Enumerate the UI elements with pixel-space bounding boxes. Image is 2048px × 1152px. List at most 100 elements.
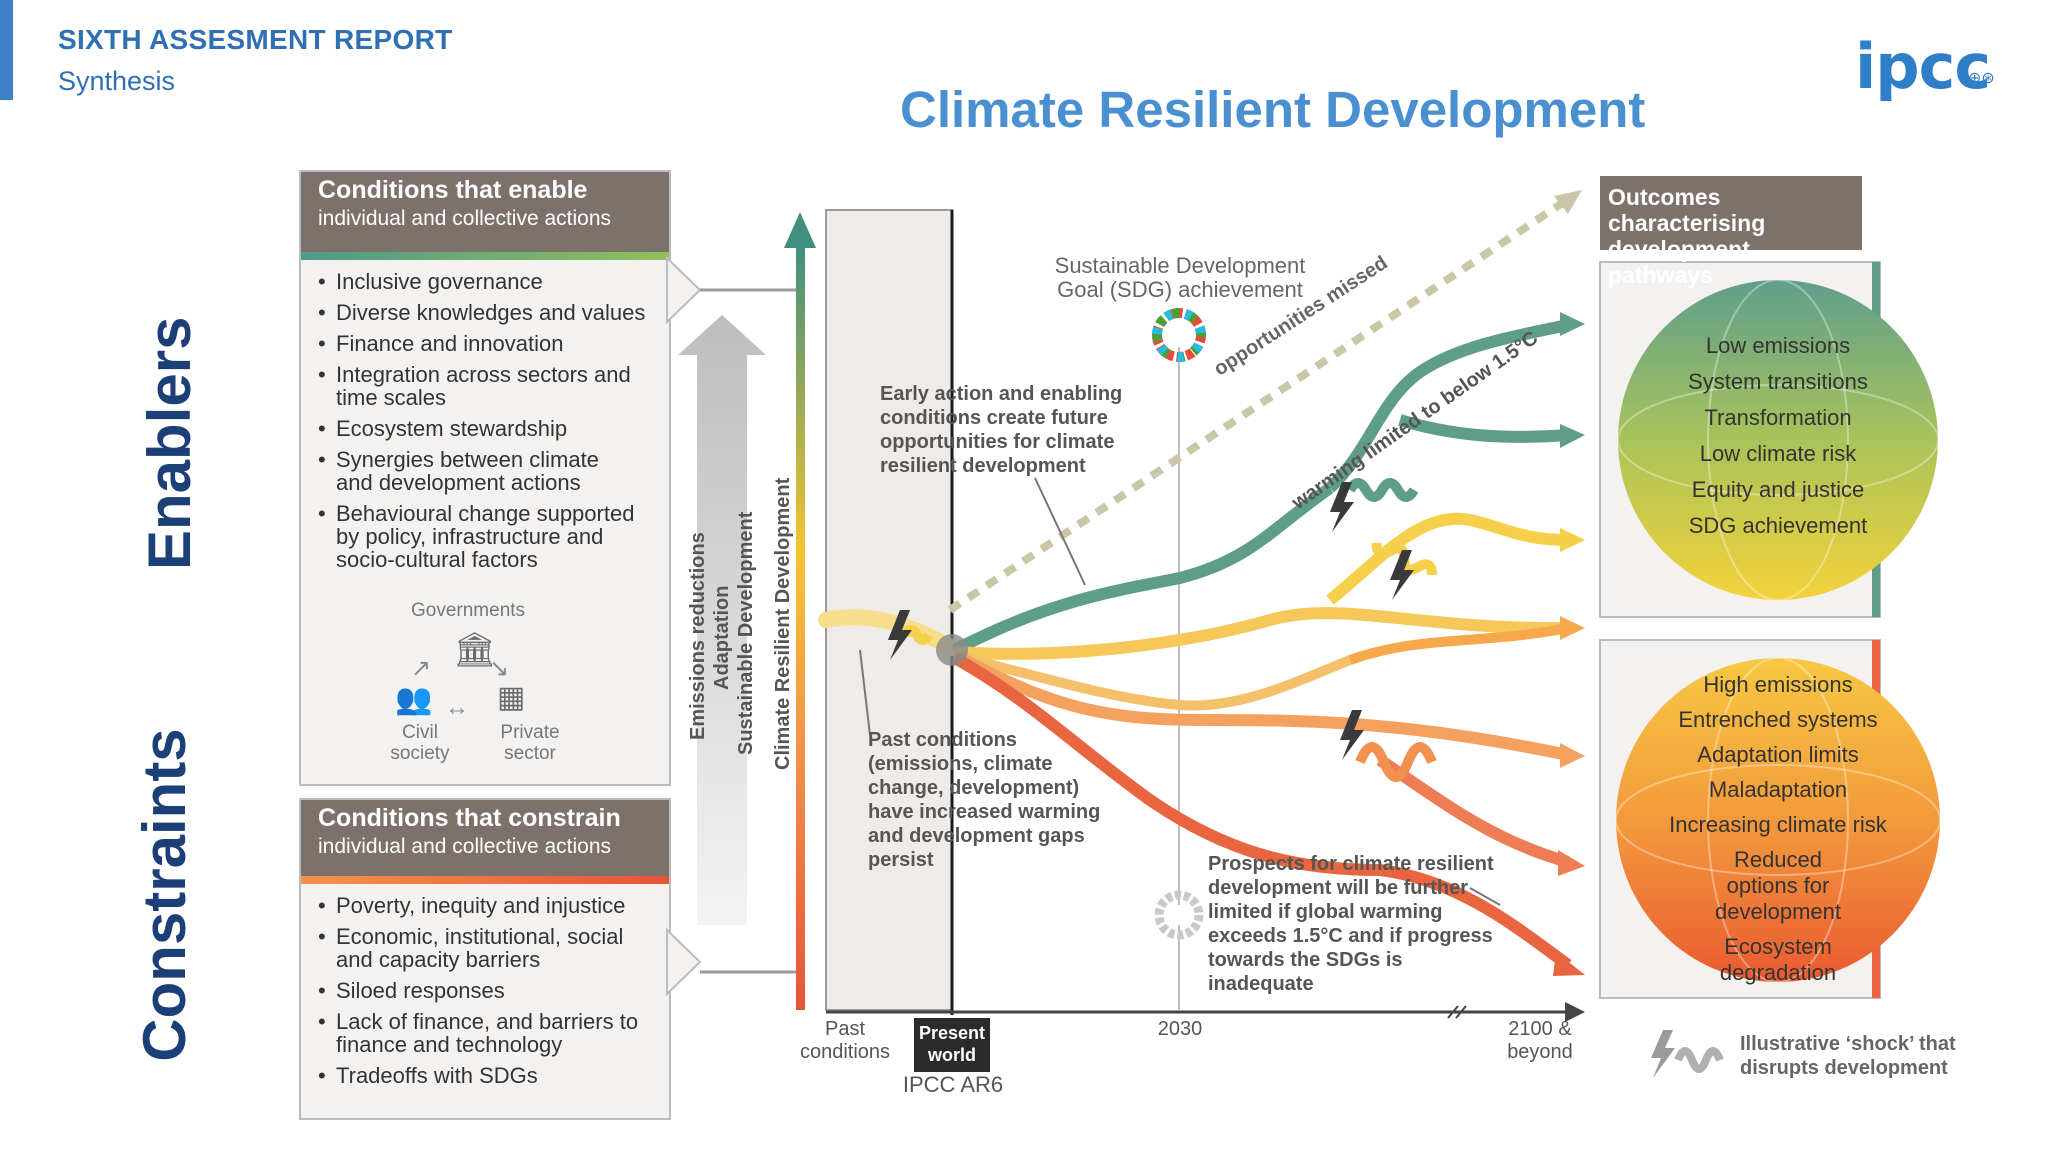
- present-node: [936, 634, 968, 666]
- enable-connector: [666, 255, 702, 325]
- enable-panel-strip: [301, 252, 669, 260]
- x-label-end: 2100 & beyond: [1507, 1018, 1573, 1063]
- pathway-orange-red: [1376, 755, 1570, 868]
- enable-panel-title: Conditions that enable: [318, 176, 588, 204]
- lightning-icons: [888, 482, 1414, 760]
- pathway-arrowhead: [1560, 312, 1585, 336]
- ipcc-logo: ipcc: [1855, 30, 1991, 103]
- prospects-annotation: Prospects for climate resilient developm…: [1208, 853, 1494, 995]
- constrain-panel-strip: [301, 876, 669, 884]
- list-item: Inclusive governance: [301, 270, 669, 293]
- axis-label-adaptation: Adaptation: [711, 586, 733, 690]
- list-item: Siloed responses: [301, 979, 669, 1002]
- list-item: Economic, institutional, social and capa…: [301, 925, 656, 971]
- opportunities-missed-line: [947, 194, 1573, 614]
- slide-title: Climate Resilient Development: [900, 81, 1646, 138]
- axis-label-emissions: Emissions reductions: [687, 532, 709, 740]
- pathway-pale-orange: [953, 650, 1352, 711]
- governments-label: Governments: [411, 600, 526, 621]
- x-label-ar6: IPCC AR6: [902, 1072, 1004, 1097]
- list-item: Diverse knowledges and values: [301, 301, 669, 324]
- pathway-orange-upper: [1348, 623, 1569, 665]
- legend-squiggle-icon: [1674, 1047, 1724, 1073]
- enable-panel: Conditions that enable individual and co…: [299, 170, 671, 786]
- report-title: SIXTH ASSESMENT REPORT: [58, 24, 453, 55]
- shock-legend-label: Illustrative ‘shock’ that disrupts devel…: [1740, 1033, 1956, 1079]
- list-item: Increasing climate risk: [1669, 812, 1887, 837]
- present-world-box: [914, 1018, 990, 1072]
- lightning-icon: [1340, 710, 1364, 760]
- list-item: Ecosystem stewardship: [301, 417, 669, 440]
- lightning-icon: [1330, 482, 1354, 532]
- cycle-arrow-icon: ↘: [489, 655, 510, 682]
- list-item: System transitions: [1688, 369, 1868, 394]
- list-item: Ecosystem degradation: [1719, 934, 1837, 985]
- pathway-arrowhead: [1560, 424, 1585, 448]
- lightning-icon: [888, 610, 912, 660]
- private-sector-icon: ▦: [497, 681, 526, 714]
- list-item: SDG achievement: [1688, 513, 1868, 538]
- pathway-arrowhead: [1560, 528, 1585, 552]
- axis-label-crd: Climate Resilient Development: [772, 477, 794, 770]
- accent-bar: [0, 0, 13, 100]
- list-item: Adaptation limits: [1697, 742, 1859, 767]
- opportunities-missed-arrowhead: [1554, 190, 1582, 214]
- positive-outcomes-list: Low emissions System transitions Transfo…: [1620, 328, 1936, 544]
- pathway-yellow: [954, 607, 1569, 660]
- shock-squiggle-teal: [1345, 478, 1419, 502]
- list-item: Maladaptation: [1708, 777, 1848, 802]
- pathway-teal-upper: [1325, 319, 1570, 493]
- list-item: High emissions: [1703, 672, 1853, 697]
- list-item: Finance and innovation: [301, 332, 669, 355]
- early-action-annotation: Early action and enabling conditions cre…: [880, 383, 1123, 477]
- globe-parallel: [1615, 764, 1941, 876]
- globe-parallel: [1617, 384, 1939, 496]
- pathway-yellow-upper: [1326, 512, 1569, 605]
- x-label-past: Past conditions: [799, 1018, 891, 1063]
- list-item: Tradeoffs with SDGs: [301, 1064, 669, 1087]
- sdg-label: Sustainable Development Goal (SDG) achie…: [1054, 253, 1306, 302]
- list-item: Reduced options for development: [1715, 847, 1841, 924]
- crd-axis: [796, 245, 805, 1010]
- axis-label-sd: Sustainable Development: [735, 511, 757, 755]
- list-item: Integration across sectors and time scal…: [301, 363, 636, 409]
- pathway-teal: [952, 483, 1334, 656]
- pathway-teal-lower: [1398, 414, 1569, 443]
- list-item: Entrenched systems: [1678, 707, 1878, 732]
- x-axis-arrowhead: [1565, 1002, 1585, 1022]
- axis-break: [1447, 1005, 1459, 1019]
- constrain-panel-subtitle: individual and collective actions: [318, 835, 612, 858]
- list-item: Poverty, inequity and injustice: [301, 894, 669, 917]
- early-action-pointer: [1034, 477, 1086, 586]
- list-item: Transformation: [1704, 405, 1852, 430]
- axis-break: [1455, 1005, 1467, 1019]
- pathway-orange: [952, 649, 1570, 761]
- report-subtitle: Synthesis: [58, 66, 176, 96]
- list-item: Lack of finance, and barriers to finance…: [301, 1010, 656, 1056]
- enable-list: Inclusive governance Diverse knowledges …: [301, 270, 669, 571]
- x-label-present: Present world: [918, 1023, 986, 1065]
- grey-up-arrow: [678, 315, 766, 925]
- pathway-arrowhead: [1560, 616, 1585, 640]
- outcomes-header-bg: [1600, 176, 1862, 250]
- list-item: Low climate risk: [1699, 441, 1857, 466]
- list-item: Synergies between climate and developmen…: [301, 448, 636, 494]
- outcomes-title: Outcomes characterising development path…: [1608, 184, 1766, 288]
- past-conditions-annotation: Past conditions (emissions, climate chan…: [868, 729, 1101, 871]
- pathway-arrowhead: [1560, 743, 1585, 768]
- list-item: Equity and justice: [1691, 477, 1865, 502]
- list-item: Low emissions: [1705, 333, 1851, 358]
- cycle-arrow-icon: ↗: [411, 655, 432, 682]
- globe-meridian: [1707, 279, 1849, 601]
- constrain-panel: Conditions that constrain individual and…: [299, 798, 671, 1120]
- enable-panel-header: Conditions that enable individual and co…: [301, 172, 669, 252]
- constrain-connector: [666, 927, 702, 997]
- shock-squiggle-orange: [1355, 742, 1437, 782]
- constrain-panel-header: Conditions that constrain individual and…: [301, 800, 669, 876]
- list-item: Behavioural change supported by policy, …: [301, 502, 656, 571]
- pathway-arrowhead: [1553, 952, 1585, 976]
- constrain-list: Poverty, inequity and injustice Economic…: [301, 894, 669, 1087]
- un-emblem-icon: ⊕⊛: [1968, 70, 1995, 87]
- sdg-wheel-grey-icon: [1154, 890, 1204, 940]
